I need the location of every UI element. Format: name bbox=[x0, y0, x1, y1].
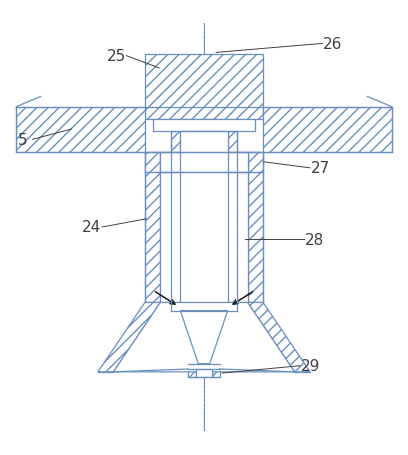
Text: 26: 26 bbox=[323, 37, 342, 52]
Bar bbox=[160, 152, 248, 303]
Text: 29: 29 bbox=[300, 359, 320, 374]
Bar bbox=[145, 55, 263, 120]
Polygon shape bbox=[180, 311, 228, 364]
Bar bbox=[16, 107, 145, 152]
Bar bbox=[180, 132, 228, 311]
Polygon shape bbox=[171, 311, 198, 364]
Polygon shape bbox=[113, 303, 295, 372]
Bar bbox=[248, 152, 263, 172]
Bar bbox=[160, 152, 248, 172]
Bar bbox=[212, 369, 220, 377]
Bar bbox=[145, 152, 160, 172]
Bar bbox=[228, 132, 237, 311]
Bar bbox=[196, 369, 212, 377]
Text: 5: 5 bbox=[18, 132, 27, 147]
Bar bbox=[171, 132, 180, 311]
Polygon shape bbox=[248, 303, 310, 372]
Bar bbox=[248, 152, 263, 303]
Text: 24: 24 bbox=[82, 220, 102, 235]
Bar bbox=[263, 107, 392, 152]
Text: 27: 27 bbox=[310, 161, 330, 176]
Polygon shape bbox=[98, 303, 160, 372]
Text: 25: 25 bbox=[106, 49, 126, 64]
Polygon shape bbox=[210, 311, 237, 364]
Bar bbox=[153, 120, 255, 132]
Bar bbox=[145, 152, 160, 303]
Bar bbox=[188, 369, 196, 377]
Text: 28: 28 bbox=[304, 232, 324, 247]
